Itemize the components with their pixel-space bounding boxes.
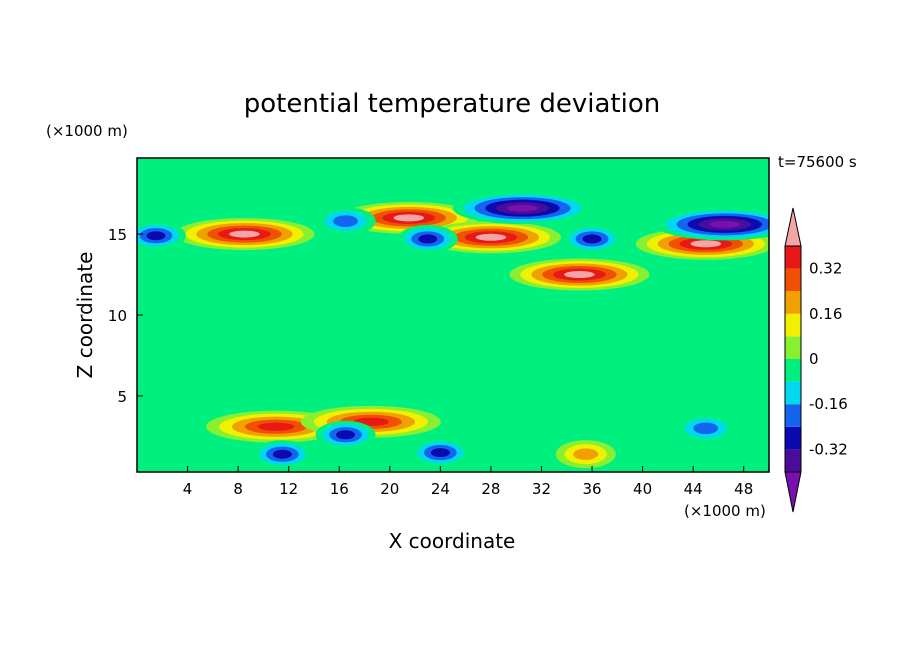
y-axis-ticks: 5 10 15 (108, 226, 143, 406)
colorbar: -0.32 -0.16 0 0.16 0.32 (784, 207, 848, 513)
contour-feature (315, 207, 376, 236)
x-unit-label: (×1000 m) (684, 502, 766, 520)
colorbar-extend-max (784, 207, 802, 247)
colorbar-band (785, 246, 801, 269)
contour-band (582, 234, 602, 244)
contour-feature (315, 420, 376, 449)
contour-band (418, 234, 438, 244)
contour-band (573, 448, 599, 460)
y-tick-label: 15 (108, 226, 127, 244)
contour-field (137, 158, 769, 472)
contour-feature (555, 440, 616, 469)
contour-feature (420, 221, 561, 254)
contour-feature (137, 221, 186, 250)
y-unit-label: (×1000 m) (46, 122, 128, 140)
x-tick-label: 16 (330, 480, 349, 498)
colorbar-band (785, 359, 801, 382)
contour-band (693, 422, 719, 435)
contour-band (229, 230, 260, 238)
x-tick-label: 4 (183, 480, 193, 498)
x-tick-label: 48 (734, 480, 753, 498)
colorbar-band (785, 404, 801, 427)
colorbar-tick-label: 0.16 (809, 305, 842, 323)
contour-feature (252, 440, 313, 469)
colorbar-band (785, 313, 801, 337)
colorbar-extend-min (784, 471, 802, 513)
contour-band (257, 422, 295, 431)
x-tick-label: 40 (633, 480, 652, 498)
colorbar-tick-label: -0.16 (809, 395, 848, 413)
contour-band (146, 231, 166, 241)
contour-band (709, 220, 741, 228)
x-tick-label: 24 (431, 480, 450, 498)
contour-band (564, 271, 595, 279)
x-axis-ticks: 4 8 12 16 20 24 28 32 36 40 44 48 (183, 466, 753, 498)
x-tick-label: 32 (532, 480, 551, 498)
contour-band (333, 215, 358, 227)
colorbar-tick-label: 0 (809, 350, 819, 368)
x-axis-label: X coordinate (389, 529, 516, 553)
x-tick-label: 36 (582, 480, 601, 498)
contour-feature (654, 208, 769, 241)
y-tick-label: 5 (117, 388, 127, 406)
contour-band (507, 204, 538, 212)
contour-feature (338, 201, 479, 234)
contour-feature (410, 438, 471, 467)
contour-band (475, 233, 507, 241)
colorbar-band (785, 291, 801, 314)
contour-feature (562, 224, 623, 253)
colorbar-band (785, 381, 801, 405)
colorbar-tick-label: -0.32 (809, 440, 848, 458)
contour-band (690, 240, 722, 248)
x-tick-label: 12 (279, 480, 298, 498)
contour-band (393, 214, 425, 222)
chart-title: potential temperature deviation (244, 89, 660, 119)
contour-feature (174, 218, 315, 251)
x-tick-label: 20 (380, 480, 399, 498)
y-axis-label: Z coordinate (73, 252, 97, 379)
x-tick-label: 28 (481, 480, 500, 498)
contour-feature (675, 414, 736, 443)
contour-band (272, 449, 292, 459)
colorbar-frame (784, 245, 802, 473)
x-tick-label: 44 (684, 480, 703, 498)
contour-band (430, 448, 450, 458)
contour-feature (397, 224, 458, 253)
colorbar-tick-label: 0.32 (809, 260, 842, 278)
contour-feature (509, 258, 650, 291)
contour-band (336, 430, 356, 440)
contour-features (137, 192, 769, 469)
colorbar-band (785, 426, 801, 450)
time-label: t=75600 s (778, 153, 857, 171)
colorbar-band (785, 336, 801, 359)
colorbar-band (785, 268, 801, 292)
x-tick-label: 8 (233, 480, 243, 498)
contour-feature (452, 192, 593, 225)
y-tick-label: 10 (108, 307, 127, 325)
colorbar-band (785, 449, 801, 472)
